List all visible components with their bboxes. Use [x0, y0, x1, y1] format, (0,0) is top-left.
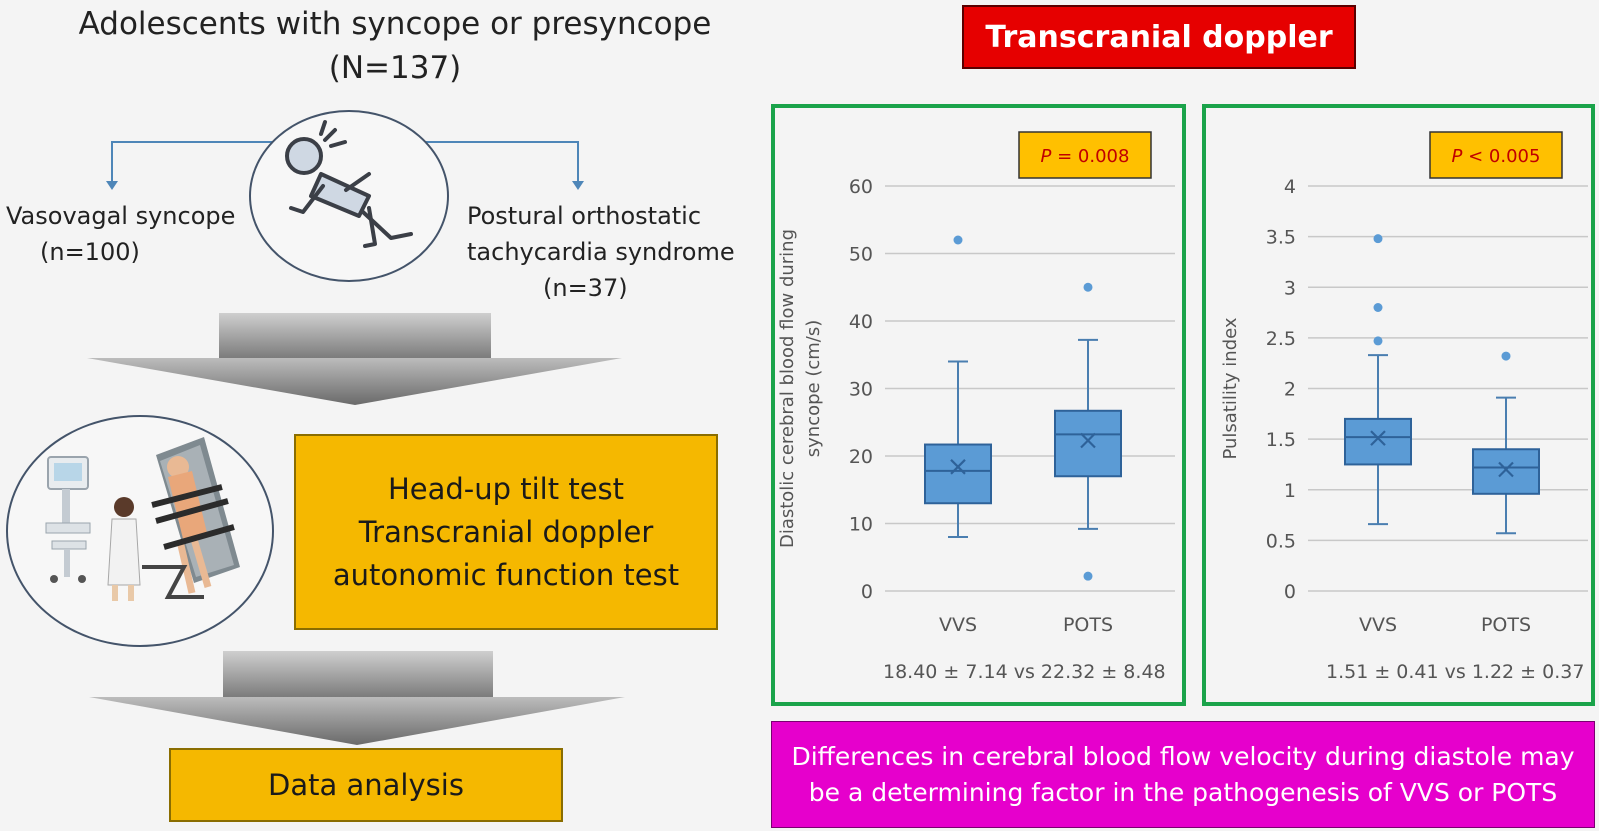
nurse-icon [107, 497, 141, 601]
vvs-group-count: (n=100) [40, 238, 140, 266]
x-category-label: POTS [1481, 614, 1531, 636]
study-title-line2: (N=137) [328, 50, 462, 86]
y-tick-label: 50 [849, 244, 873, 266]
pots-group-line1: Postural orthostatic [467, 202, 702, 230]
x-category-label: POTS [1063, 614, 1113, 636]
chart-panel-cbfv: 0 10 20 30 40 50 60 Diastolic cerebral blood fl… [771, 104, 1186, 706]
p-value-label: P < 0.005 [1452, 146, 1541, 167]
vvs-group: Vasovagal syncope (n=100) [6, 198, 266, 270]
monitor-cart-icon [45, 456, 91, 583]
y-tick-label: 2 [1284, 379, 1296, 401]
outlier-point [1373, 234, 1383, 244]
patient-on-tilt-table-icon [142, 437, 240, 599]
pots-group: Postural orthostatic tachycardia syndrom… [467, 198, 757, 306]
conclusion-box: Differences in cerebral blood flow veloc… [771, 721, 1595, 828]
down-arrow-icon [87, 313, 622, 405]
p-value-label: P = 0.008 [1041, 146, 1130, 167]
box-iqr [1344, 417, 1412, 466]
mean-marker [950, 459, 966, 475]
pots-group-line2: tachycardia syndrome [467, 238, 735, 266]
pots-group-count: (n=37) [543, 274, 628, 302]
y-axis-label: Diastolic cerebral blood flow during [777, 229, 798, 548]
cbfv-boxplot: 0 10 20 30 40 50 60 Diastolic cerebral blood fl… [777, 131, 1175, 683]
test-autonomic: autonomic function test [332, 557, 680, 592]
test-tcd: Transcranial doppler [358, 514, 654, 549]
y-tick-label: 10 [849, 514, 873, 536]
box-iqr [924, 443, 992, 505]
summary-stats: 1.51 ± 0.41 vs 1.22 ± 0.37 [1326, 661, 1584, 683]
y-tick-label: 40 [849, 311, 873, 333]
y-tick-label: 60 [849, 176, 873, 198]
mean-marker [1080, 432, 1096, 449]
y-axis-label: syncope (cm/s) [803, 320, 824, 458]
tests-box: Head-up tilt test Transcranial doppler a… [294, 434, 718, 630]
y-axis-label: Pulsatility index [1220, 317, 1241, 459]
test-hutt: Head-up tilt test [387, 471, 625, 506]
y-tick-label: 2.5 [1266, 328, 1296, 350]
y-tick-label: 30 [849, 379, 873, 401]
p-value-box [1018, 131, 1152, 179]
branch-arrows [111, 141, 579, 182]
p-value-box [1429, 131, 1563, 179]
data-analysis-box: Data analysis [169, 748, 563, 822]
clinical-testing-illustration [6, 415, 274, 647]
pulsatility-boxplot: 0 0.5 1 1.5 2 2.5 3 3.5 4 Pulsatility index P < 0.… [1220, 131, 1588, 683]
down-arrow-icon [89, 651, 625, 745]
outlier-point [953, 235, 963, 245]
fainting-person-illustration [249, 110, 449, 282]
box-iqr [1472, 448, 1540, 495]
chart-panel-pi: 0 0.5 1 1.5 2 2.5 3 3.5 4 Pulsatility index P < 0.… [1202, 104, 1595, 706]
x-category-label: VVS [939, 614, 977, 636]
y-tick-label: 0.5 [1266, 530, 1296, 552]
x-category-label: VVS [1359, 614, 1397, 636]
study-title-line1: Adolescents with syncope or presyncope [78, 6, 712, 42]
data-analysis-label: Data analysis [268, 768, 464, 802]
y-tick-label: 20 [849, 446, 873, 468]
conclusion-line2: be a determining factor in the pathogene… [808, 777, 1558, 807]
y-tick-label: 1 [1284, 480, 1296, 502]
mean-marker [1498, 461, 1514, 478]
y-tick-label: 0 [861, 581, 873, 603]
tcd-title: Transcranial doppler [962, 5, 1356, 69]
outlier-point [1083, 282, 1093, 292]
mean-marker [1370, 430, 1386, 446]
outlier-point [1373, 336, 1383, 346]
tilt-table-icon [45, 437, 240, 601]
flow-connectors [87, 141, 625, 745]
outlier-point [1083, 571, 1093, 581]
outlier-point [1501, 351, 1511, 361]
y-tick-label: 3.5 [1266, 227, 1296, 249]
conclusion-line1: Differences in cerebral blood flow veloc… [791, 741, 1575, 771]
fainting-person-icon [285, 120, 413, 248]
arrow-head-left [106, 181, 118, 190]
box-iqr [1054, 409, 1122, 478]
summary-stats: 18.40 ± 7.14 vs 22.32 ± 8.48 [883, 661, 1166, 683]
vvs-group-name: Vasovagal syncope [6, 202, 236, 230]
y-tick-label: 0 [1284, 581, 1296, 603]
y-tick-label: 3 [1284, 277, 1296, 299]
outlier-point [1373, 303, 1383, 312]
y-tick-label: 1.5 [1266, 429, 1296, 451]
study-title: Adolescents with syncope or presyncope (… [40, 2, 750, 90]
arrow-head-right [572, 181, 584, 190]
y-tick-label: 4 [1284, 176, 1296, 198]
